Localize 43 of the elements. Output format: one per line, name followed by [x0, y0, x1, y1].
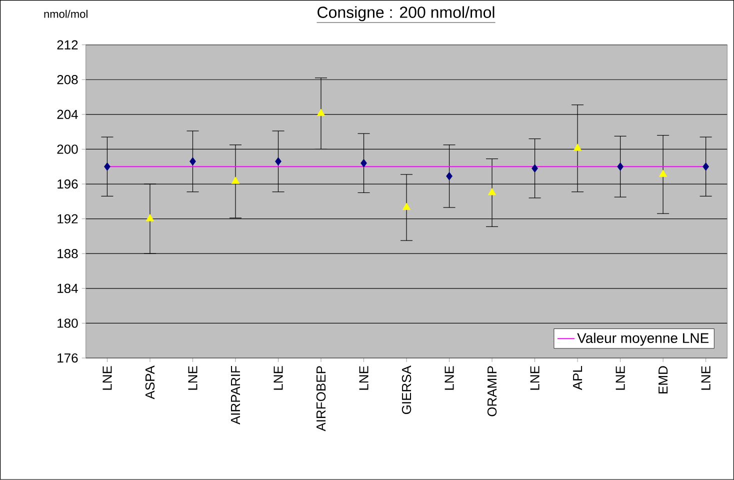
y-tick-label: 204 [57, 110, 78, 120]
point [532, 164, 538, 173]
y-tick-label: 208 [57, 75, 78, 84]
point [488, 188, 496, 196]
x-tick-label: APL [573, 366, 582, 390]
x-tick-label: LNE [701, 366, 710, 390]
point [104, 162, 110, 171]
y-tick-label: 196 [58, 179, 78, 189]
x-tick-label: LNE [102, 366, 112, 390]
x-tick-label: LNE [616, 366, 625, 390]
y-tick-label: 192 [58, 214, 78, 224]
x-tick-label: LNE [444, 366, 454, 390]
x-tick-label: LNE [274, 366, 283, 390]
x-tick-label: AIRPARIF [231, 366, 240, 425]
y-tick-label: 176 [58, 353, 78, 363]
y-tick-label: 212 [57, 40, 78, 50]
x-tick-label: LNE [188, 366, 198, 390]
point [360, 158, 367, 168]
point [446, 172, 452, 180]
x-tick-label: GIERSA [402, 366, 412, 414]
x-tick-label: AIRFOBEP [316, 366, 326, 432]
point [146, 214, 154, 222]
x-tick-label: ORAMIP [487, 366, 497, 416]
y-axis-title: nmol/mol [44, 10, 88, 18]
chart-title: Consigne : 200 nmol/mol [318, 6, 494, 22]
point [275, 157, 282, 166]
legend-label: Valeur moyenne LNE [577, 332, 709, 346]
point [702, 162, 710, 171]
y-tick-label: 188 [58, 249, 78, 258]
y-tick-label: 180 [58, 318, 78, 328]
point [402, 202, 411, 210]
x-tick-label: LNE [359, 366, 368, 390]
y-tick-label: 184 [58, 284, 78, 294]
point [231, 176, 240, 184]
x-tick-label: ASPA [145, 366, 155, 400]
point [658, 170, 668, 177]
point [573, 144, 582, 151]
x-tick-label: LNE [530, 366, 540, 390]
point [617, 162, 624, 171]
x-tick-label: EMD [658, 366, 668, 394]
y-tick-label: 200 [57, 144, 78, 154]
point [190, 157, 196, 166]
point [316, 108, 326, 116]
